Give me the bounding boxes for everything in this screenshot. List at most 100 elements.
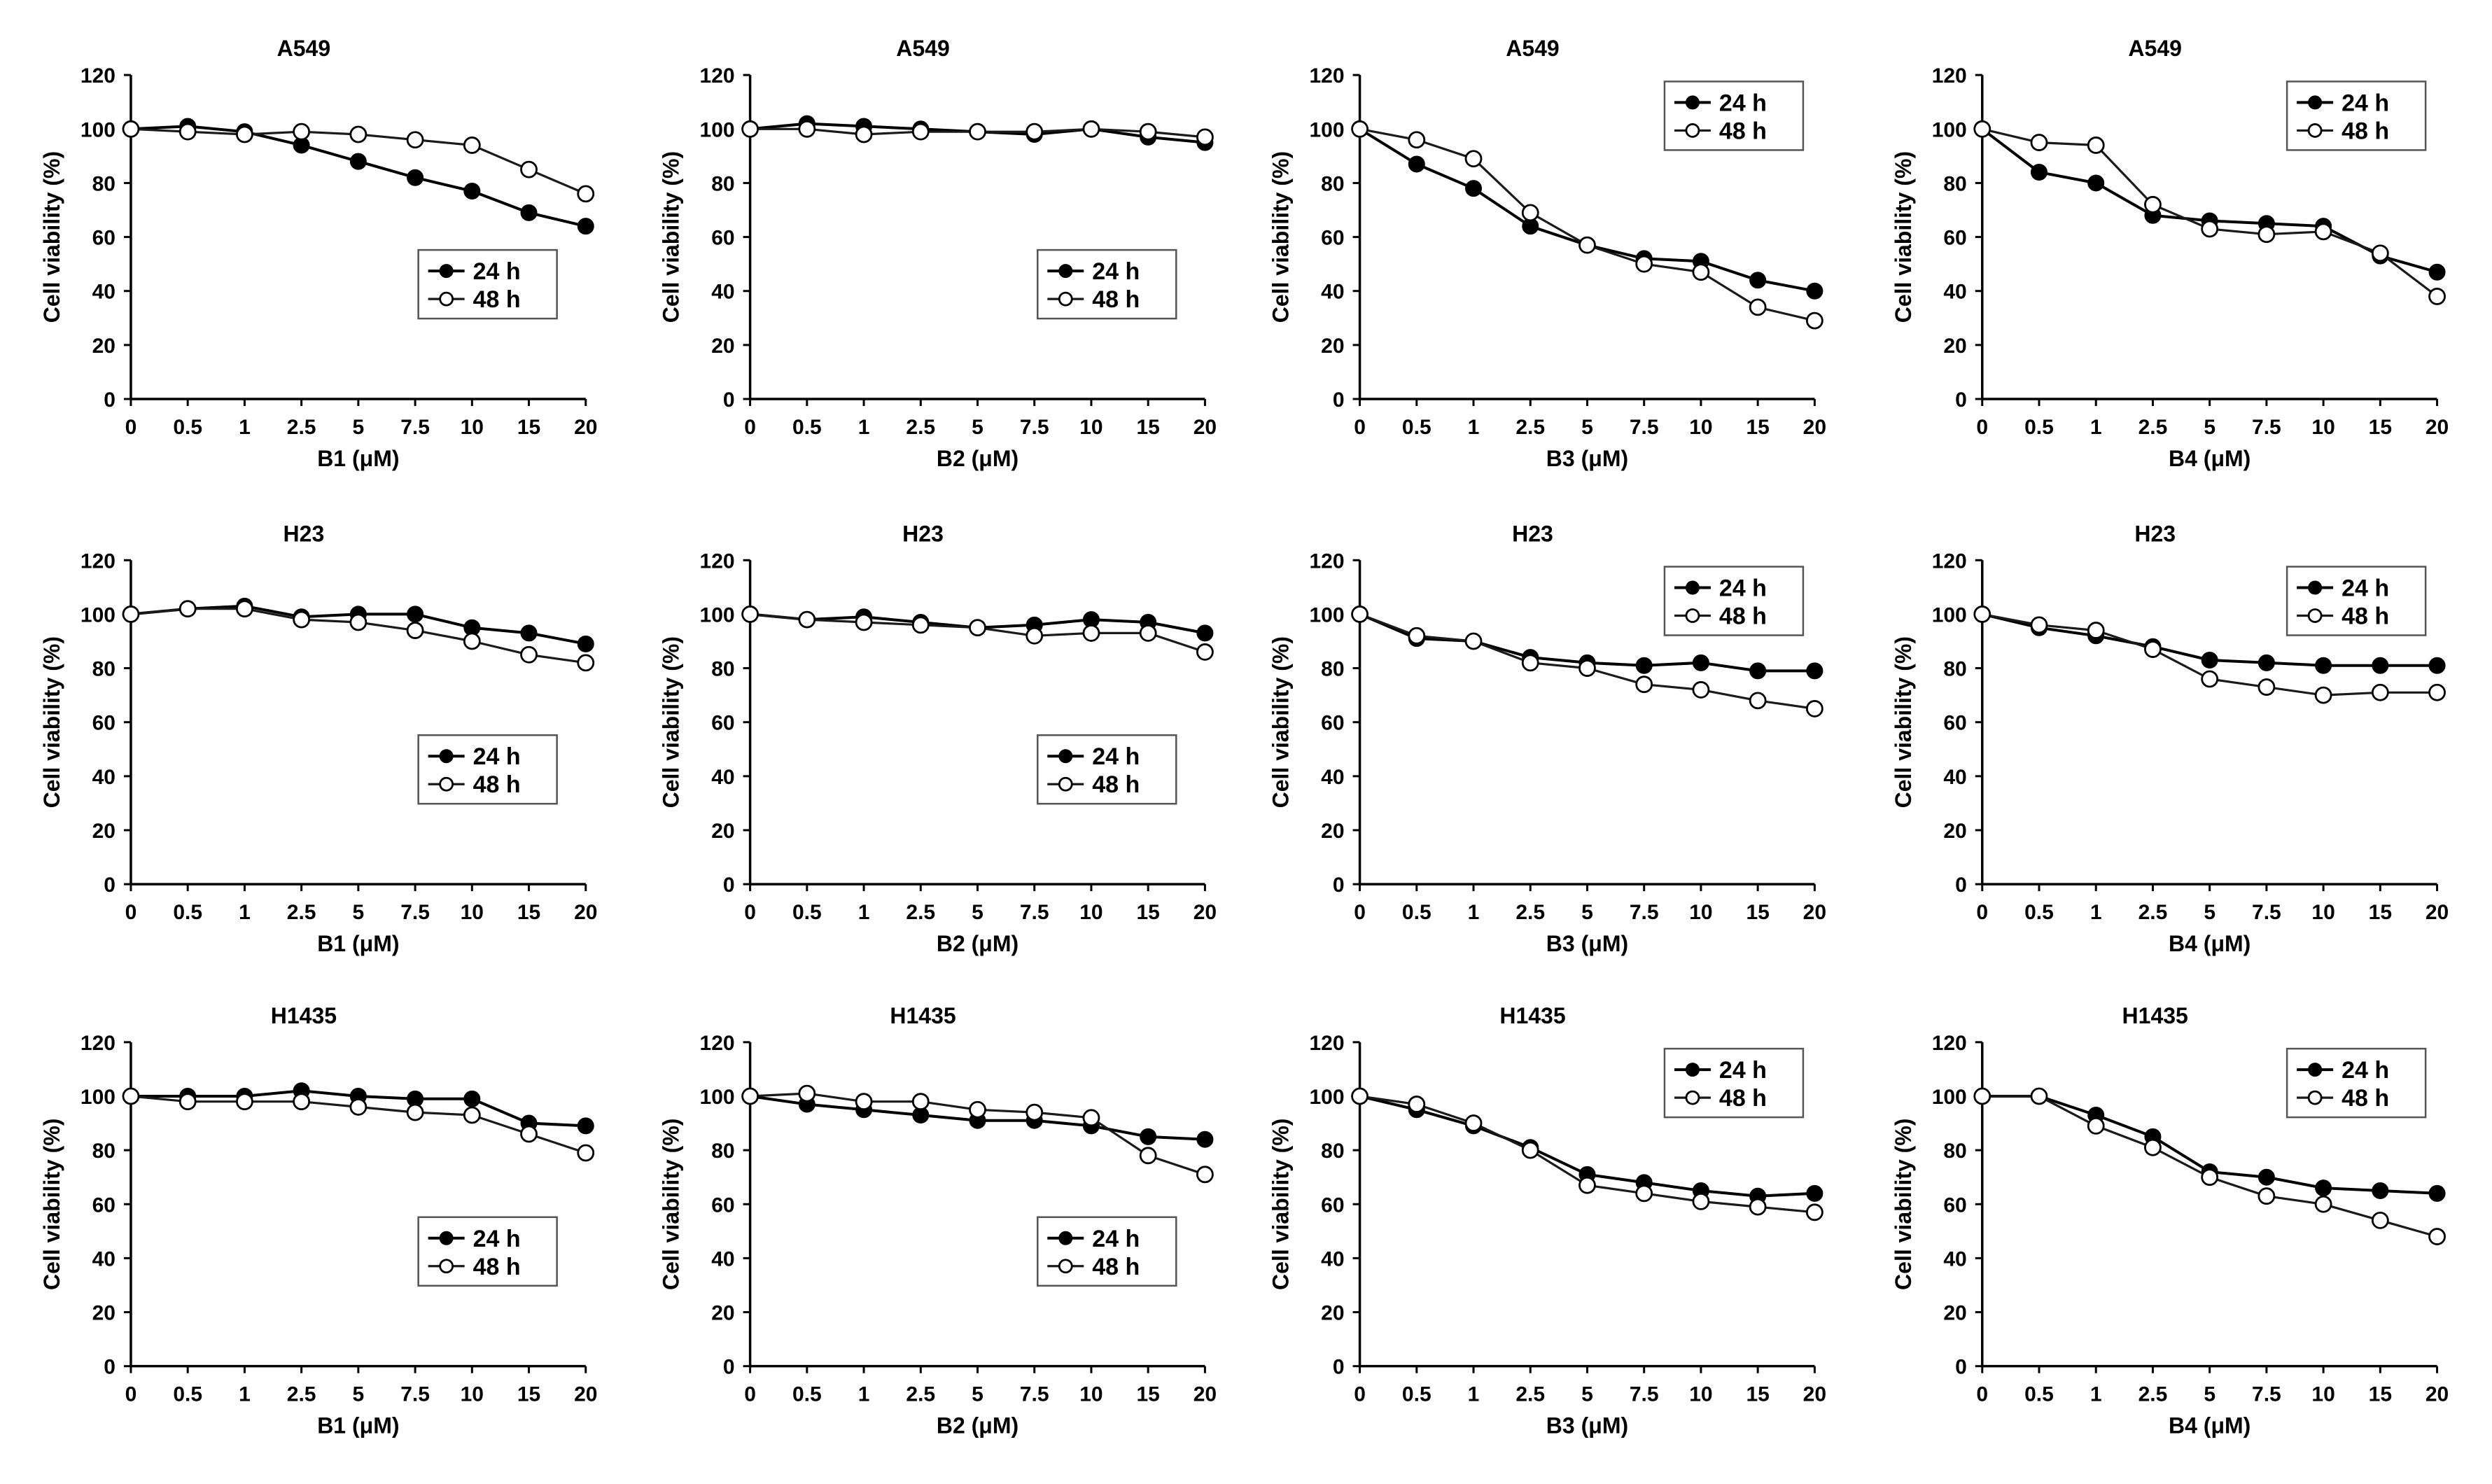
legend-label-48h: 48 h	[473, 771, 521, 798]
data-point-48h	[349, 613, 368, 631]
data-point-48h	[1635, 676, 1653, 694]
data-point-48h	[1082, 624, 1100, 642]
legend-label-48h: 48 h	[1719, 1085, 1767, 1112]
chart-title: H1435	[2122, 1003, 2188, 1028]
data-point-48h	[2428, 1228, 2446, 1245]
y-tick-label: 20	[92, 1302, 115, 1325]
data-point-48h	[2428, 288, 2446, 305]
data-point-24h	[577, 218, 594, 235]
y-tick-label: 40	[1321, 281, 1344, 304]
y-tick-label: 40	[1943, 766, 1966, 789]
chart-title: A549	[2128, 36, 2182, 61]
data-point-48h	[1973, 1087, 1991, 1105]
data-point-48h	[2201, 670, 2219, 688]
x-tick-label: 15	[1746, 901, 1769, 924]
y-tick-label: 80	[711, 172, 734, 195]
legend-box	[1663, 80, 1805, 151]
data-point-48h	[178, 1093, 197, 1111]
chart-panel-1: A549 0 20 40 60 80 100 120 0 0.5 1 2.5 5 7.5 10 15 20 B1 …	[39, 36, 597, 471]
chart-panel-10: H1435 0 20 40 60 80 100 120 0 0.5 1 2.5 5 7.5 10 15 20 B2…	[659, 1003, 1217, 1438]
x-tick-label: 1	[239, 901, 251, 924]
chart-title: A549	[277, 36, 331, 61]
x-tick-label: 1	[239, 1383, 251, 1406]
data-point-48h	[293, 1093, 311, 1111]
y-tick-label: 100	[1309, 118, 1344, 141]
y-axis-label: Cell viability (%)	[659, 1119, 684, 1290]
y-tick-label: 20	[92, 820, 115, 843]
data-point-24h	[2258, 654, 2275, 671]
y-tick-label: 120	[80, 1032, 115, 1055]
x-tick-label: 1	[2090, 416, 2102, 439]
legend-label-48h: 48 h	[1719, 118, 1767, 144]
x-tick-label: 15	[517, 901, 540, 924]
y-tick-label: 80	[1321, 1140, 1344, 1163]
x-axis-label: B4 (μM)	[2169, 1413, 2250, 1438]
x-tick-label: 2.5	[1516, 416, 1545, 439]
data-point-48h	[911, 1093, 930, 1111]
y-axis-label: Cell viability (%)	[1891, 151, 1916, 323]
x-tick-label: 1	[1468, 1383, 1480, 1406]
legend-marker-48h	[1685, 1090, 1700, 1105]
x-tick-label: 20	[1194, 1383, 1217, 1406]
legend-marker-48h	[2307, 1090, 2323, 1105]
data-point-24h	[520, 204, 538, 221]
legend-marker-48h	[1058, 1259, 1073, 1274]
legend-marker-48h	[2307, 123, 2323, 138]
legend-box	[417, 1216, 558, 1287]
x-axis-label: B4 (μM)	[2169, 446, 2250, 471]
x-tick-label: 0.5	[2024, 901, 2054, 924]
legend-label-24h: 24 h	[2342, 1057, 2389, 1084]
y-tick-label: 80	[92, 1140, 115, 1163]
legend-marker-48h	[1058, 291, 1073, 307]
data-point-48h	[1635, 1184, 1653, 1203]
x-tick-label: 10	[1079, 901, 1102, 924]
x-tick-label: 5	[2204, 416, 2216, 439]
chart-title: A549	[896, 36, 950, 61]
y-tick-label: 60	[1321, 1194, 1344, 1217]
y-tick-label: 40	[92, 281, 115, 304]
legend-marker-48h	[2307, 608, 2323, 623]
data-point-48h	[2144, 640, 2162, 658]
x-tick-label: 20	[2426, 901, 2449, 924]
x-tick-label: 15	[2369, 1383, 2392, 1406]
data-point-48h	[1139, 1147, 1157, 1165]
data-point-48h	[1026, 626, 1044, 645]
data-point-48h	[1521, 1141, 1539, 1159]
data-point-48h	[520, 160, 538, 178]
legend-box	[417, 734, 558, 805]
x-tick-label: 0.5	[2024, 1383, 2054, 1406]
data-point-48h	[1196, 128, 1214, 146]
x-tick-label: 0	[744, 416, 756, 439]
data-point-48h	[293, 610, 311, 629]
data-point-24h	[2428, 657, 2446, 674]
y-tick-label: 40	[1943, 1247, 1966, 1270]
data-point-48h	[1408, 1096, 1426, 1113]
data-point-48h	[2314, 1195, 2332, 1213]
x-tick-label: 20	[574, 1383, 597, 1406]
legend-label-48h: 48 h	[1092, 286, 1140, 313]
legend-label-24h: 24 h	[1092, 743, 1140, 770]
x-tick-label: 10	[1079, 416, 1102, 439]
legend-box	[1663, 566, 1805, 636]
y-tick-label: 100	[1309, 603, 1344, 626]
data-point-48h	[1139, 624, 1157, 642]
x-tick-label: 2.5	[2138, 416, 2168, 439]
x-tick-label: 7.5	[1020, 901, 1049, 924]
data-point-48h	[122, 1087, 140, 1105]
legend-label-48h: 48 h	[1719, 603, 1767, 630]
data-point-48h	[236, 600, 253, 618]
y-tick-label: 60	[92, 1194, 115, 1217]
y-tick-label: 0	[1333, 874, 1345, 897]
legend-label-24h: 24 h	[1719, 575, 1767, 602]
data-point-48h	[1973, 120, 1991, 138]
data-point-48h	[1578, 659, 1596, 677]
data-point-24h	[1806, 662, 1823, 680]
y-tick-label: 20	[92, 335, 115, 358]
legend-marker-24h	[439, 1231, 454, 1245]
chart-panel-3: A549 0 20 40 60 80 100 120 0 0.5 1 2.5 5 7.5 10 15 20 B3 …	[1268, 36, 1826, 471]
x-tick-label: 7.5	[1020, 416, 1049, 439]
x-tick-label: 5	[1581, 416, 1593, 439]
data-point-48h	[1578, 236, 1596, 254]
data-point-24h	[1806, 1184, 1823, 1202]
data-point-24h	[1749, 662, 1767, 680]
